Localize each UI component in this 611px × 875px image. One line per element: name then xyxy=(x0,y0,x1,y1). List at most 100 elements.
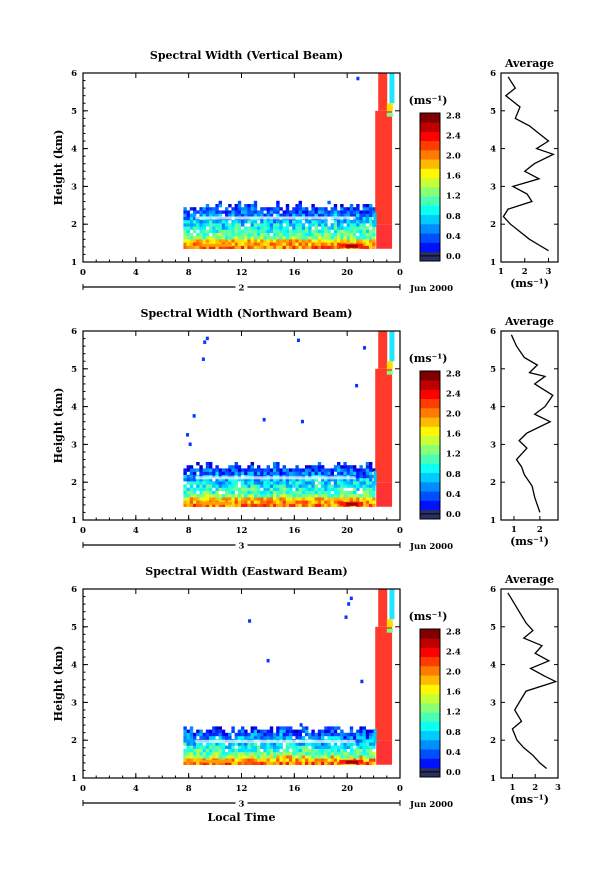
heatmap-cell xyxy=(317,494,322,498)
heatmap-cell xyxy=(186,732,190,737)
heatmap-cell xyxy=(321,758,325,762)
heatmap-cell xyxy=(231,487,235,491)
heatmap-cell xyxy=(346,220,350,224)
heatmap-cell xyxy=(247,503,251,507)
heatmap-cell xyxy=(186,490,190,495)
heatmap-cell xyxy=(260,484,264,488)
colorbar-swatch xyxy=(420,380,440,390)
panel-0: Spectral Width (Vertical Beam)0 4 8 12 16 20 0… xyxy=(52,49,559,294)
heatmap-cell xyxy=(257,223,261,227)
heatmap-cell xyxy=(324,213,328,217)
heatmap-cell xyxy=(311,490,315,495)
colorbar-tick-label: 2.0 xyxy=(446,152,461,162)
heatmap-cell xyxy=(266,245,270,249)
heatmap-cell xyxy=(345,502,358,506)
heatmap-cell xyxy=(362,732,366,737)
heatmap-cell xyxy=(353,471,357,475)
heatmap-cell xyxy=(218,729,222,733)
heatmap-cell xyxy=(317,497,322,501)
heatmap-cell xyxy=(253,742,258,746)
heatmap-cell xyxy=(263,207,267,211)
heatmap-cell xyxy=(189,474,194,479)
heatmap-cell xyxy=(289,755,293,759)
profile-x-tick-label: 1 xyxy=(511,525,517,535)
heatmap-cell xyxy=(337,500,341,504)
heatmap-cell xyxy=(359,223,363,227)
heatmap-cell xyxy=(234,761,238,765)
colorbar-swatch xyxy=(420,131,440,142)
heatmap-cell xyxy=(340,236,344,240)
heatmap-cell xyxy=(321,210,325,214)
heatmap-cell xyxy=(193,245,197,249)
heatmap-cell xyxy=(340,497,344,501)
heatmap-cell xyxy=(311,500,315,504)
heatmap-cell xyxy=(244,748,248,753)
heatmap-cell xyxy=(289,468,293,472)
heatmap-cell xyxy=(237,745,242,749)
heatmap-cell xyxy=(257,758,261,762)
heatmap-cell xyxy=(298,245,302,249)
heatmap-cell xyxy=(263,220,267,224)
heatmap-cell xyxy=(362,497,366,501)
heatmap-cell xyxy=(260,478,264,482)
heatmap-cell xyxy=(353,207,357,211)
heatmap-cell xyxy=(205,487,210,491)
heatmap-cell xyxy=(279,481,283,485)
heatmap-cell xyxy=(343,497,347,501)
heatmap-cell xyxy=(189,478,194,482)
heatmap-cell xyxy=(250,236,254,240)
heatmap-cell xyxy=(183,490,187,495)
heatmap-cell xyxy=(340,232,344,237)
heatmap-cell xyxy=(289,742,293,746)
heatmap-cell xyxy=(247,471,251,475)
heatmap-cell xyxy=(362,210,366,214)
heatmap-cell xyxy=(196,742,200,746)
heatmap-cell xyxy=(228,736,232,740)
heatmap-cell xyxy=(215,761,219,765)
heatmap-cell xyxy=(276,226,280,230)
heatmap-cell xyxy=(359,732,363,737)
heatmap-cell xyxy=(301,736,306,740)
heatmap-cell xyxy=(324,490,328,495)
heatmap-cell xyxy=(292,210,296,214)
heatmap-cell xyxy=(324,742,328,746)
heatmap-cell xyxy=(189,739,194,743)
heatmap-cell xyxy=(365,755,370,759)
heatmap-cell xyxy=(279,213,283,217)
heatmap-cell xyxy=(295,497,299,501)
heatmap-cell xyxy=(301,239,306,243)
heatmap-cell xyxy=(330,239,334,243)
heatmap-cell xyxy=(369,462,373,466)
heatmap-cell xyxy=(241,245,245,249)
heatmap-cell xyxy=(250,478,254,482)
heatmap-cell xyxy=(298,755,302,759)
heatmap-cell xyxy=(317,471,322,475)
colorbar-frame xyxy=(419,628,441,778)
heatmap-cell xyxy=(250,745,254,749)
heatmap-cell xyxy=(282,484,286,488)
heatmap-cell xyxy=(201,243,232,247)
heatmap-cell xyxy=(289,752,293,756)
heatmap-cell xyxy=(250,220,254,224)
heatmap-cell xyxy=(298,484,302,488)
heatmap-cell xyxy=(301,500,306,504)
heatmap-cell xyxy=(301,207,306,211)
heatmap-cell xyxy=(353,223,357,227)
heatmap-cell xyxy=(317,207,322,211)
heatmap-cell xyxy=(337,471,341,475)
heatmap-cell xyxy=(189,232,194,237)
heatmap-cell xyxy=(193,736,197,740)
heatmap-cell xyxy=(337,210,341,214)
heatmap-cell xyxy=(327,232,331,237)
heatmap-cell xyxy=(260,732,264,737)
heatmap-cell xyxy=(292,471,296,475)
heatmap-cell xyxy=(317,755,322,759)
heatmap-cell xyxy=(186,745,190,749)
heatmap-cell xyxy=(321,490,325,495)
heatmap-cell xyxy=(282,239,286,243)
heatmap-cell xyxy=(183,736,187,740)
profile-y-tick-label: 5 xyxy=(490,365,496,375)
heatmap-cell xyxy=(250,207,254,211)
heatmap-cells xyxy=(183,589,395,765)
heatmap-cell xyxy=(327,752,331,756)
